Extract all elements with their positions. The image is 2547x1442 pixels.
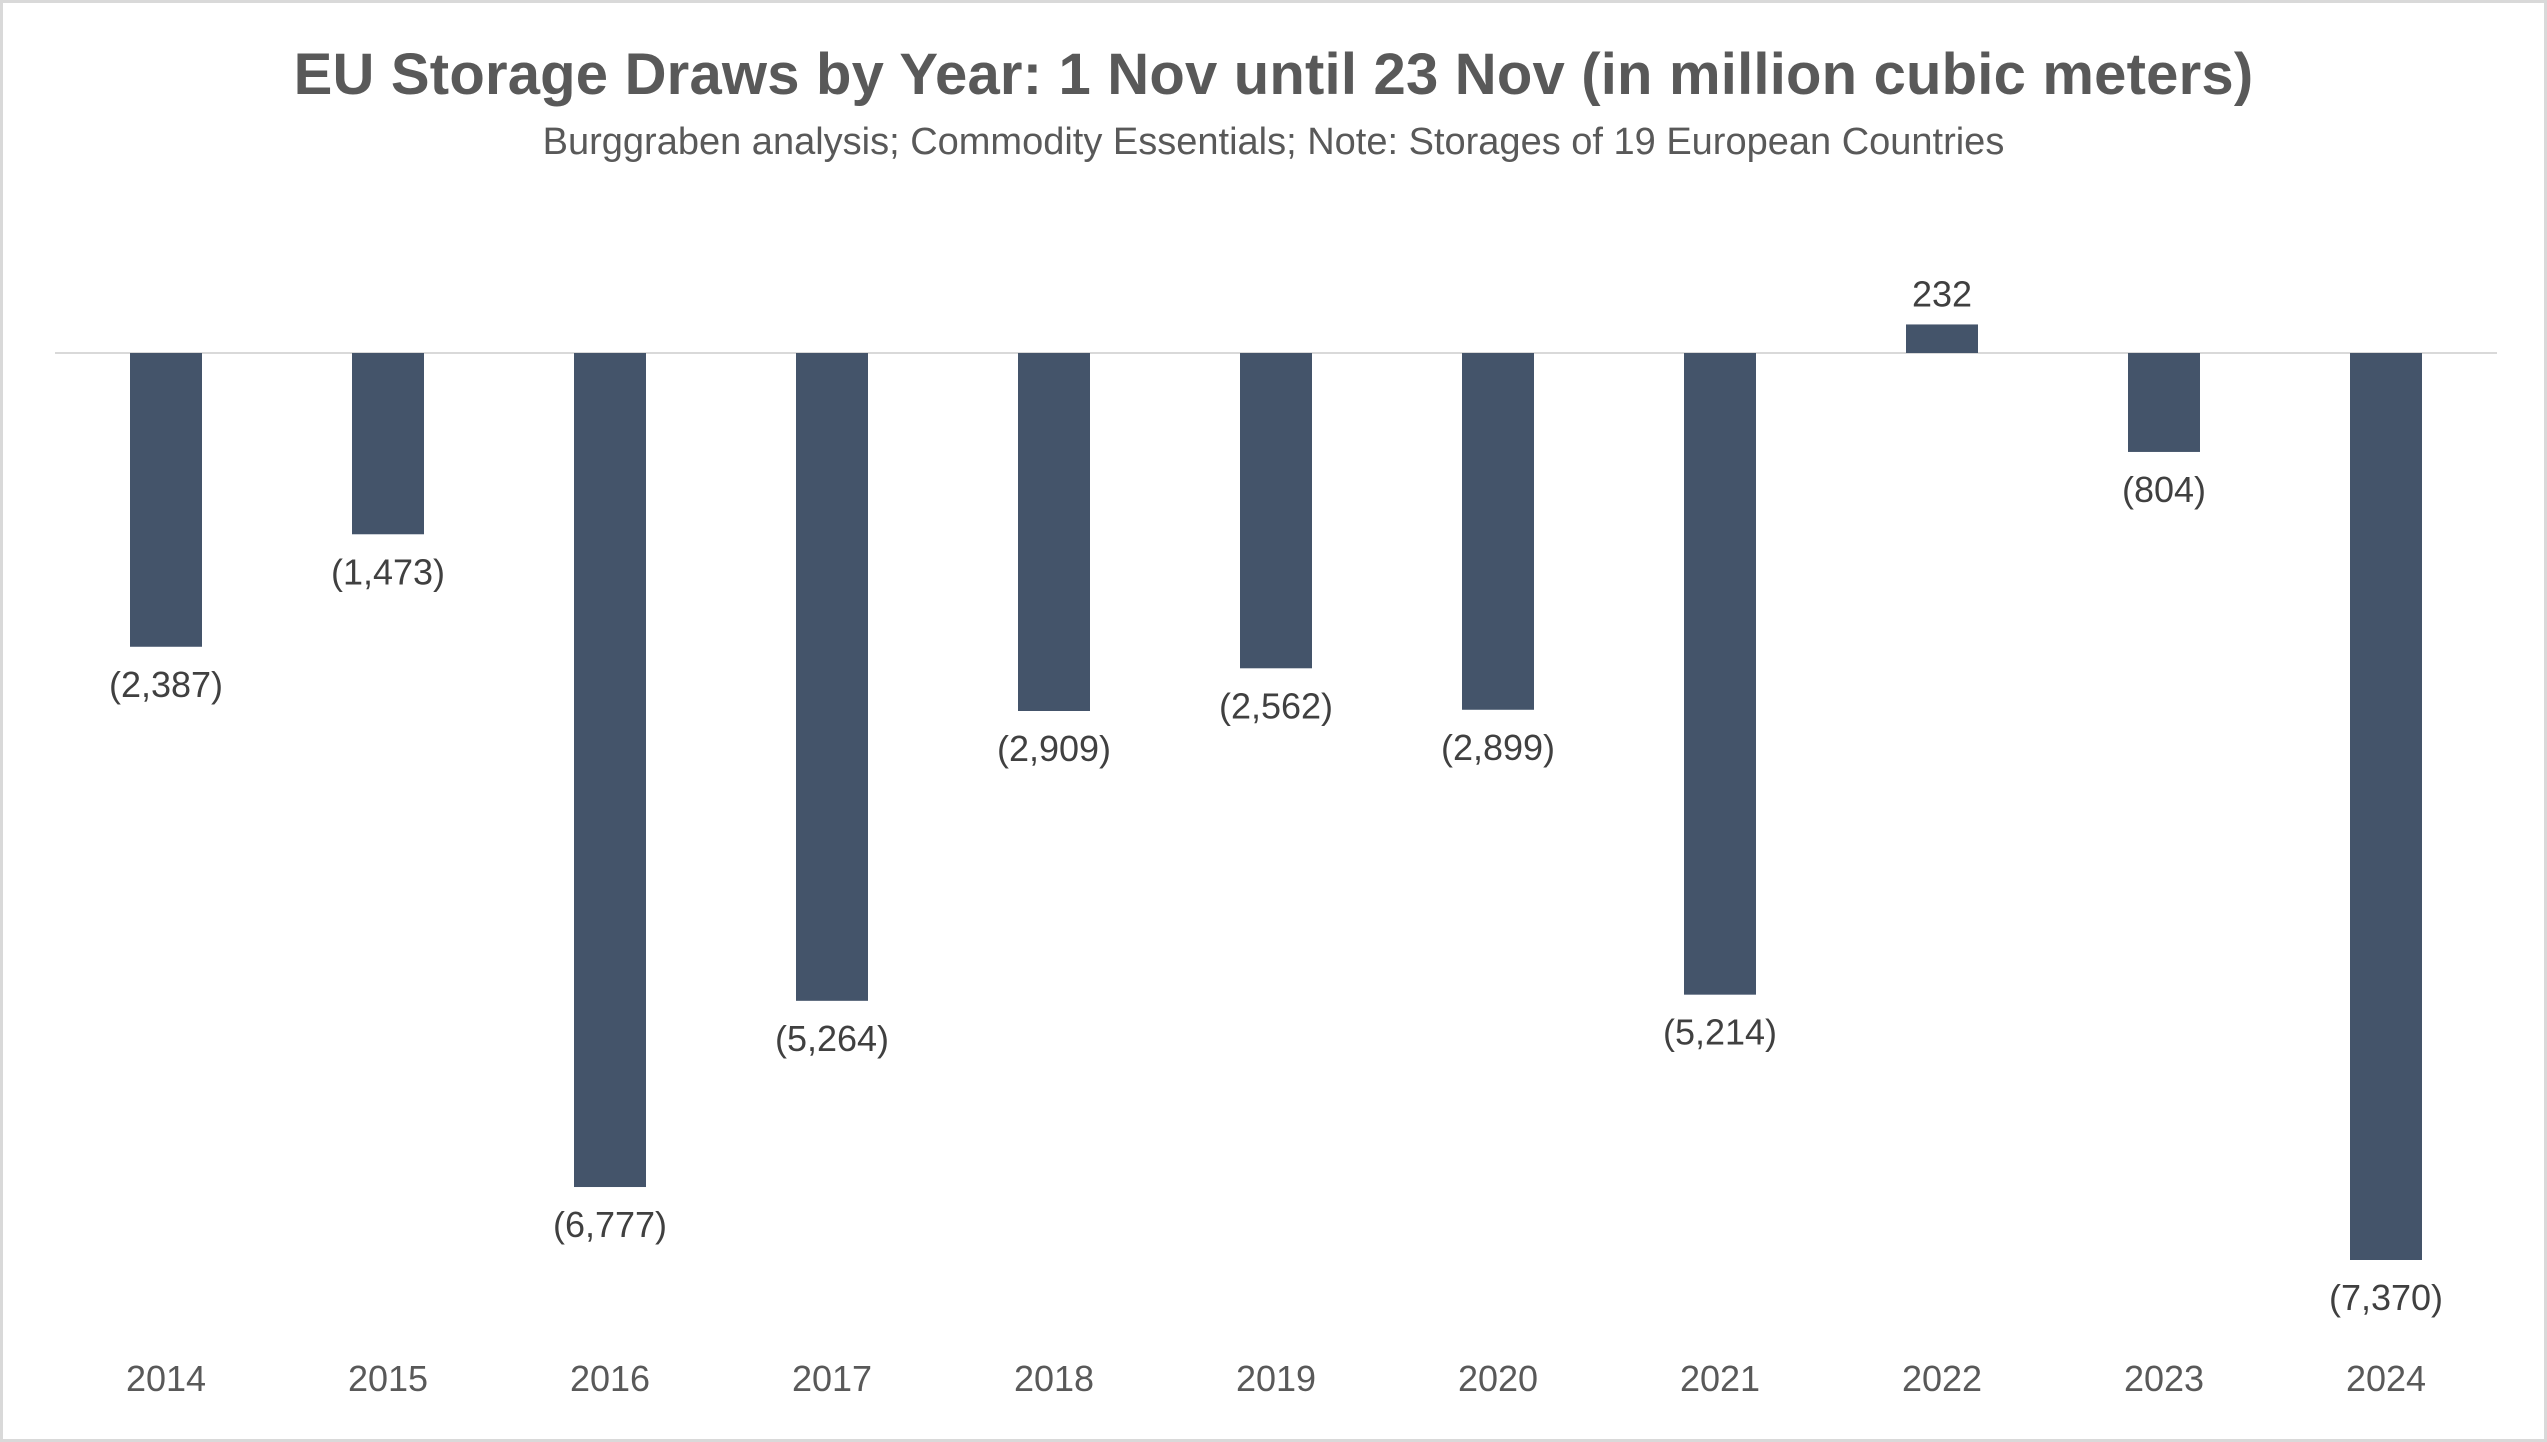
x-tick-label-2015: 2015	[348, 1358, 428, 1399]
data-label-2019: (2,562)	[1219, 685, 1333, 726]
x-tick-label-2017: 2017	[792, 1358, 872, 1399]
x-tick-label-2023: 2023	[2124, 1358, 2204, 1399]
x-axis-ticks-layer: 2014 2015 2016 2017 2018 2019 2020 2021 2022 2023…	[126, 1358, 2426, 1399]
data-label-2020: (2,899)	[1441, 727, 1555, 768]
data-label-2014: (2,387)	[109, 664, 223, 705]
x-tick-label-2014: 2014	[126, 1358, 206, 1399]
bar-2017	[796, 353, 868, 1001]
data-label-2018: (2,909)	[997, 728, 1111, 769]
bar-2023	[2128, 353, 2200, 452]
bar-2019	[1240, 353, 1312, 669]
data-label-2024: (7,370)	[2329, 1277, 2443, 1318]
x-tick-label-2018: 2018	[1014, 1358, 1094, 1399]
data-label-2015: (1,473)	[331, 551, 445, 592]
data-label-2016: (6,777)	[553, 1204, 667, 1245]
chart-subtitle: Burggraben analysis; Commodity Essential…	[542, 121, 2005, 163]
x-tick-label-2016: 2016	[570, 1358, 650, 1399]
bar-chart-plot: (2,387) (1,473) (6,777) (5,264) (2,909) (2,56…	[55, 273, 2497, 1399]
x-tick-label-2024: 2024	[2346, 1358, 2426, 1399]
data-label-2017: (5,264)	[775, 1018, 889, 1059]
bars-layer	[130, 324, 2422, 1260]
chart-title: EU Storage Draws by Year: 1 Nov until 23…	[293, 42, 2254, 107]
data-labels-layer: (2,387) (1,473) (6,777) (5,264) (2,909) (2,56…	[109, 273, 2443, 1318]
bar-2016	[574, 353, 646, 1188]
x-tick-label-2022: 2022	[1902, 1358, 1982, 1399]
x-tick-label-2021: 2021	[1680, 1358, 1760, 1399]
bar-2015	[352, 353, 424, 535]
bar-2022	[1906, 324, 1978, 353]
bar-2014	[130, 353, 202, 647]
bar-2018	[1018, 353, 1090, 712]
data-label-2021: (5,214)	[1663, 1012, 1777, 1053]
bar-2020	[1462, 353, 1534, 710]
bar-2024	[2350, 353, 2422, 1260]
x-tick-label-2020: 2020	[1458, 1358, 1538, 1399]
x-tick-label-2019: 2019	[1236, 1358, 1316, 1399]
data-label-2023: (804)	[2122, 469, 2206, 510]
bar-2021	[1684, 353, 1756, 995]
data-label-2022: 232	[1912, 273, 1972, 314]
